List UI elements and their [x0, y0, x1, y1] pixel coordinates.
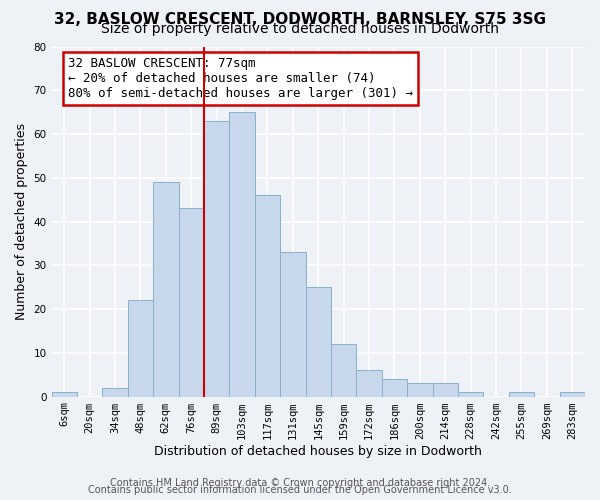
Bar: [356, 370, 382, 396]
Bar: [509, 392, 534, 396]
Bar: [280, 252, 305, 396]
Bar: [331, 344, 356, 397]
Bar: [128, 300, 153, 396]
Text: Contains HM Land Registry data © Crown copyright and database right 2024.: Contains HM Land Registry data © Crown c…: [110, 478, 490, 488]
Bar: [204, 121, 229, 396]
Text: 32, BASLOW CRESCENT, DODWORTH, BARNSLEY, S75 3SG: 32, BASLOW CRESCENT, DODWORTH, BARNSLEY,…: [54, 12, 546, 28]
Text: Size of property relative to detached houses in Dodworth: Size of property relative to detached ho…: [101, 22, 499, 36]
Bar: [407, 384, 433, 396]
Bar: [255, 196, 280, 396]
Bar: [179, 208, 204, 396]
Text: Contains public sector information licensed under the Open Government Licence v3: Contains public sector information licen…: [88, 485, 512, 495]
X-axis label: Distribution of detached houses by size in Dodworth: Distribution of detached houses by size …: [154, 444, 482, 458]
Bar: [305, 287, 331, 397]
Bar: [103, 388, 128, 396]
Bar: [433, 384, 458, 396]
Bar: [52, 392, 77, 396]
Bar: [382, 379, 407, 396]
Bar: [560, 392, 585, 396]
Bar: [153, 182, 179, 396]
Bar: [458, 392, 484, 396]
Text: 32 BASLOW CRESCENT: 77sqm
← 20% of detached houses are smaller (74)
80% of semi-: 32 BASLOW CRESCENT: 77sqm ← 20% of detac…: [68, 57, 413, 100]
Bar: [229, 112, 255, 397]
Y-axis label: Number of detached properties: Number of detached properties: [15, 123, 28, 320]
